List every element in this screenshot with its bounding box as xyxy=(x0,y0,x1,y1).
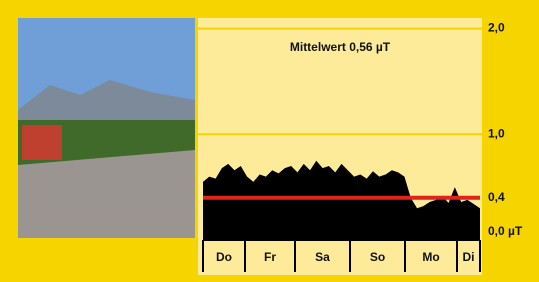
page: {"chart_data": {"type": "area", "annotat… xyxy=(0,0,539,282)
x-tick-label: So xyxy=(370,250,385,264)
y-tick-label: 1,0 xyxy=(488,126,505,140)
y-tick-label: 0,4 xyxy=(488,190,505,204)
x-tick-label: Fr xyxy=(264,250,276,264)
x-tick-label: Mo xyxy=(422,250,439,264)
photo xyxy=(18,18,195,238)
x-tick-label: Sa xyxy=(315,250,330,264)
photo-ground xyxy=(18,150,195,238)
x-tick-label: Di xyxy=(463,250,475,264)
y-tick-label: 2,0 xyxy=(488,21,505,35)
chart: Mittelwert 0,56 µT 0,0 µT 0,4 1,0 2,0 Do Fr Sa… xyxy=(0,0,539,282)
annotation: Mittelwert 0,56 µT xyxy=(290,40,391,54)
photo-house xyxy=(22,125,62,160)
y-tick-label: 0,0 µT xyxy=(488,224,523,238)
x-tick-label: Do xyxy=(216,250,232,264)
